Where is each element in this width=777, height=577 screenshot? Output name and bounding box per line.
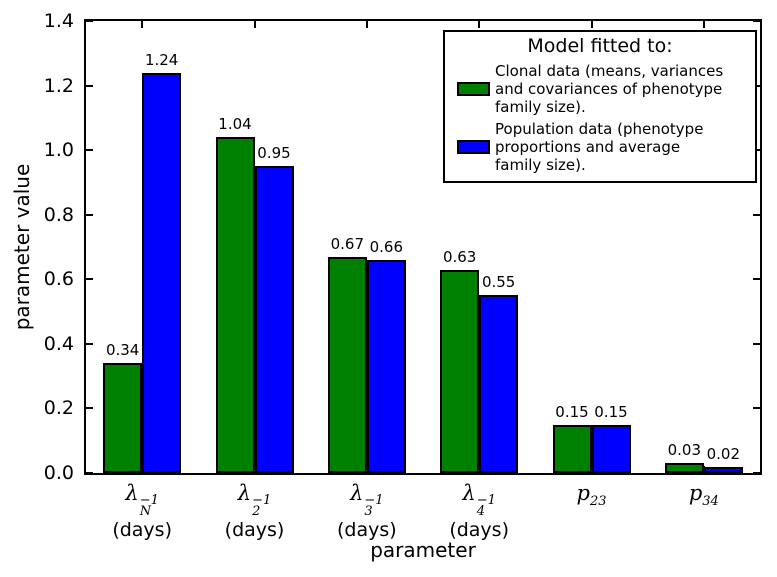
y-tick — [753, 213, 760, 216]
legend-entry: Clonal data (means, variances and covari… — [451, 62, 749, 116]
legend-swatch-population — [457, 140, 490, 154]
math-sub: 23 — [589, 494, 607, 509]
bar-value-label: 0.15 — [555, 403, 589, 421]
math-symbol: λ — [125, 481, 139, 505]
bar-value-label: 1.04 — [218, 115, 252, 133]
y-tick-label: 0.8 — [43, 203, 74, 226]
math-symbol: λ — [350, 481, 364, 505]
legend-swatch-clonal — [457, 82, 490, 96]
x-category-label: λ −1 4 (days) — [449, 481, 509, 541]
x-tick — [365, 21, 368, 28]
y-tick-label: 0.0 — [43, 462, 74, 484]
bar — [215, 137, 255, 473]
math-sup-sub: −1 N — [139, 493, 159, 519]
bar — [366, 260, 406, 473]
bar — [552, 425, 592, 473]
bar — [440, 270, 480, 473]
bar — [254, 166, 294, 473]
x-category-label: λ −1 2 (days) — [225, 481, 285, 541]
x-category-label: p23 — [577, 481, 607, 509]
legend-entry-label: Population data (phenotype proportions a… — [495, 120, 704, 174]
x-category-unit: (days) — [224, 519, 285, 541]
x-tick — [702, 21, 705, 28]
legend-swatch-wrap — [451, 82, 495, 96]
y-tick — [86, 149, 93, 152]
math-sub: 34 — [702, 494, 719, 509]
bar-value-label: 0.95 — [257, 144, 291, 162]
y-tick — [86, 84, 93, 87]
y-tick-label: 1.2 — [43, 74, 74, 97]
legend-entry-label: Clonal data (means, variances and covari… — [495, 62, 724, 116]
y-tick — [753, 20, 760, 22]
x-tick — [590, 21, 593, 28]
math-symbol: p — [576, 481, 590, 505]
y-tick — [753, 278, 760, 281]
math-sup-sub: −1 2 — [252, 493, 272, 519]
y-tick — [86, 213, 93, 216]
bar-value-label: 1.24 — [144, 51, 179, 69]
bar — [142, 73, 182, 473]
y-tick-label: 1.4 — [43, 10, 74, 32]
bar-value-label: 0.34 — [105, 341, 140, 359]
bar-value-label: 0.03 — [667, 441, 702, 459]
bar — [103, 363, 143, 473]
bar-value-label: 0.55 — [481, 273, 516, 291]
y-tick-label: 1.0 — [43, 139, 74, 162]
y-axis-label: parameter value — [10, 163, 34, 331]
y-tick — [86, 407, 93, 410]
bar-value-label: 0.63 — [442, 248, 477, 266]
math-sup-sub: −1 4 — [476, 493, 496, 519]
bar — [703, 467, 743, 473]
y-tick-label: 0.6 — [43, 268, 74, 291]
x-category-label: λ −1 3 (days) — [337, 481, 397, 541]
bar-value-label: 0.15 — [594, 403, 628, 421]
legend-entry: Population data (phenotype proportions a… — [451, 120, 749, 174]
y-tick — [753, 342, 760, 345]
bar — [591, 425, 631, 473]
x-axis-label: parameter — [370, 538, 476, 562]
legend-swatch-wrap — [451, 140, 495, 154]
bar-value-label: 0.02 — [706, 445, 741, 463]
y-tick — [86, 342, 93, 345]
x-category-label: p34 — [689, 481, 719, 509]
legend-title: Model fitted to: — [527, 35, 673, 57]
math-symbol: λ — [237, 481, 252, 505]
x-category-unit: (days) — [112, 519, 172, 541]
x-category-unit: (days) — [336, 519, 397, 541]
y-tick-label: 0.4 — [43, 332, 74, 355]
y-tick-label: 0.2 — [43, 397, 74, 420]
math-symbol: λ — [462, 481, 476, 505]
x-tick — [253, 21, 256, 28]
y-tick — [753, 407, 760, 410]
x-tick — [478, 21, 481, 28]
math-sup-sub: −1 3 — [364, 493, 384, 519]
y-tick — [86, 278, 93, 281]
x-category-unit: (days) — [449, 519, 509, 541]
bar — [664, 463, 704, 473]
x-category-label: λ −1 N (days) — [112, 481, 172, 541]
y-tick — [86, 20, 93, 22]
bar-value-label: 0.66 — [369, 238, 404, 256]
bar-value-label: 0.67 — [330, 235, 365, 253]
y-tick — [753, 472, 760, 474]
bar — [327, 257, 367, 473]
y-tick — [86, 472, 93, 474]
bar — [479, 295, 519, 473]
math-symbol: p — [688, 481, 703, 505]
x-tick — [141, 21, 144, 28]
legend: Model fitted to: Clonal data (means, var… — [443, 30, 757, 183]
